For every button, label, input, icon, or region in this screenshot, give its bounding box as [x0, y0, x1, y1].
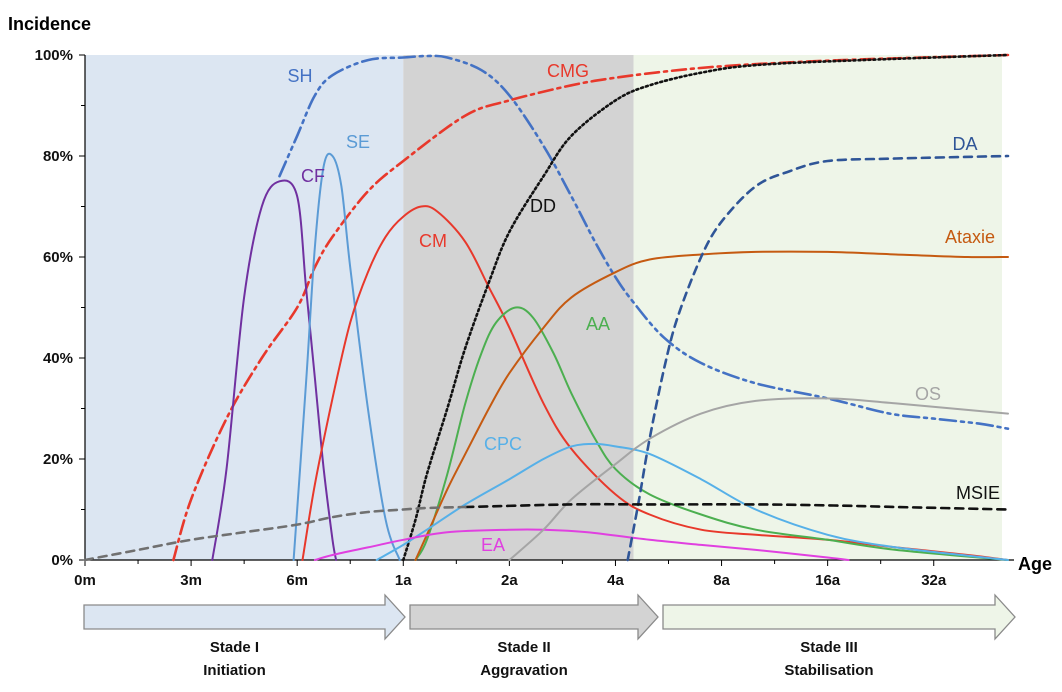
y-tick-label: 80%	[43, 148, 73, 165]
x-tick-label: 2a	[501, 572, 518, 589]
series-line-cpc	[375, 442, 1009, 561]
series-label-sh: SH	[287, 66, 312, 86]
stage-name-2: Stade II	[497, 639, 550, 656]
series-line-cf	[211, 179, 338, 561]
stage-subtitle-1: Initiation	[203, 662, 266, 679]
series-labels: SH CMG CF SE CM DD AA Ataxie CPC EA OS DA MSIE	[287, 61, 1000, 555]
y-tick-label: 0%	[51, 552, 73, 569]
axes: 0% 20% 40% 60% 80% 100% 0m 3m 6m 1a 2a 4a 8a 16a 32a	[35, 47, 1014, 589]
stage-background-3	[633, 55, 1003, 560]
series-label-ataxie: Ataxie	[945, 227, 995, 247]
x-tick-label: 32a	[921, 572, 947, 589]
series-label-os: OS	[915, 384, 941, 404]
series-label-cmg: CMG	[547, 61, 589, 81]
series-lines	[83, 53, 1010, 562]
series-label-da: DA	[952, 134, 977, 154]
x-tick-label: 8a	[713, 572, 730, 589]
series-line-os	[508, 397, 1009, 561]
series-line-msie	[464, 502, 1010, 511]
series-line-dd	[402, 53, 1010, 562]
series-label-se: SE	[346, 132, 370, 152]
stage-name-3: Stade III	[800, 639, 858, 656]
x-tick-label: 16a	[815, 572, 841, 589]
y-tick-label: 20%	[43, 451, 73, 468]
series-label-cpc: CPC	[484, 434, 522, 454]
y-tick-label: 60%	[43, 249, 73, 266]
x-axis-title: Age	[1018, 554, 1052, 574]
y-axis-title: Incidence	[8, 14, 91, 34]
y-tick-label: 40%	[43, 350, 73, 367]
series-label-dd: DD	[530, 196, 556, 216]
x-tick-label: 6m	[286, 572, 308, 589]
series-line-aa	[414, 306, 1009, 561]
stage-subtitle-2: Aggravation	[480, 662, 568, 679]
series-label-aa: AA	[586, 314, 610, 334]
x-tick-label: 3m	[180, 572, 202, 589]
x-tick-label: 1a	[395, 572, 412, 589]
series-line-se	[292, 152, 401, 561]
series-line-cm	[301, 205, 1009, 561]
stage-backgrounds	[85, 55, 1003, 560]
series-line-sh	[278, 54, 1010, 430]
x-tick-label: 0m	[74, 572, 96, 589]
series-label-msie: MSIE	[956, 483, 1000, 503]
series-label-ea: EA	[481, 535, 505, 555]
stage-subtitle-3: Stabilisation	[784, 662, 873, 679]
series-label-cm: CM	[419, 231, 447, 251]
stage-arrow-3	[662, 593, 1016, 641]
series-label-cf: CF	[301, 166, 325, 186]
series-line-da	[626, 154, 1010, 562]
stage-arrow-1	[83, 593, 406, 641]
stage-arrows: Stade I Initiation Stade II Aggravation Stad…	[83, 593, 1016, 679]
stage-name-1: Stade I	[210, 639, 259, 656]
stage-arrow-2	[409, 593, 659, 641]
series-line-ataxie	[414, 250, 1009, 561]
x-tick-label: 4a	[607, 572, 624, 589]
y-tick-label: 100%	[35, 47, 73, 64]
stage-background-1	[85, 55, 404, 560]
